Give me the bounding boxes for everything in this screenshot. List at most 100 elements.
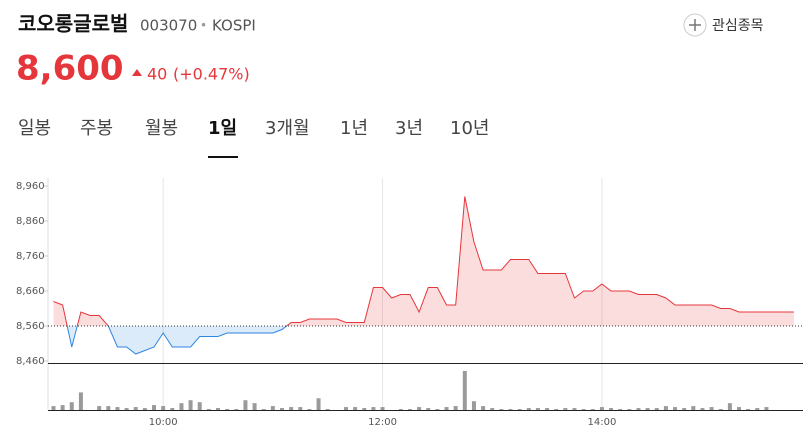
volume-bar: [398, 409, 403, 410]
volume-bar: [526, 408, 531, 410]
tab[interactable]: 10년: [450, 118, 489, 139]
volume-bar: [51, 406, 56, 410]
volume-bar: [426, 408, 431, 410]
volume-bar: [764, 407, 769, 410]
volume-bar: [78, 392, 83, 410]
volume-bar: [709, 407, 714, 410]
tab[interactable]: 3년: [395, 118, 423, 139]
volume-bar: [599, 407, 604, 410]
tab[interactable]: 일봉: [18, 118, 51, 139]
volume-bar: [508, 409, 513, 410]
volume-bar: [417, 407, 422, 410]
volume-bar: [343, 407, 348, 410]
market: KOSPI: [212, 17, 256, 35]
volume-bar: [499, 409, 504, 410]
volume-bar: [133, 407, 138, 410]
volume-bar: [590, 409, 595, 410]
x-tick-label: 12:00: [368, 417, 397, 428]
volume-bar: [206, 409, 211, 410]
volume-bar: [197, 402, 202, 410]
x-tick-label: 10:00: [149, 417, 178, 428]
volume-bar: [718, 409, 723, 410]
volume-bar: [663, 406, 668, 410]
volume-bar: [407, 409, 412, 410]
volume-bar: [261, 409, 266, 410]
volume-bar: [69, 402, 74, 410]
volume-bar: [152, 405, 157, 410]
volume-bar: [97, 406, 102, 410]
volume-bar: [252, 403, 257, 410]
volume-bar: [380, 407, 385, 410]
stock-code: 003070: [140, 17, 197, 35]
tab[interactable]: 월봉: [145, 118, 178, 139]
volume-bar: [371, 407, 376, 410]
volume-bar: [545, 408, 550, 410]
y-tick-label: 8,660: [16, 286, 45, 297]
volume-bar: [554, 409, 559, 410]
change-pct: (+0.47%): [173, 65, 250, 84]
volume-bar: [234, 409, 239, 410]
volume-bar: [746, 409, 751, 410]
volume-bar: [362, 408, 367, 410]
volume-bar: [60, 405, 65, 410]
separator: •: [200, 19, 207, 33]
volume-bar: [142, 408, 147, 410]
watch-label: 관심종목: [712, 18, 764, 34]
volume-bar: [572, 408, 577, 410]
plus-sign: [689, 19, 701, 31]
volume-bar: [444, 407, 449, 410]
volume-bar: [563, 408, 568, 410]
y-tick-label: 8,860: [16, 216, 45, 227]
price-line: [53, 196, 794, 326]
volume-bar: [654, 408, 659, 410]
volume-bar: [462, 370, 467, 410]
volume-bar: [225, 409, 230, 410]
tab[interactable]: 1년: [340, 118, 368, 139]
volume-bar: [115, 407, 120, 410]
stock-name: 코오롱글로벌: [18, 12, 128, 36]
volume-bar: [471, 401, 476, 410]
volume-bar: [325, 409, 330, 410]
y-tick-label: 8,460: [16, 356, 45, 367]
volume-bar: [216, 408, 221, 410]
volume-bar: [270, 406, 275, 410]
volume-bar: [243, 400, 248, 410]
volume-bar: [188, 400, 193, 410]
change: 40: [147, 65, 167, 84]
watch-button[interactable]: 관심종목: [683, 13, 764, 37]
volume-bar: [179, 403, 184, 410]
volume-bar: [737, 407, 742, 410]
volume-bar: [481, 406, 486, 410]
tab[interactable]: 1일: [208, 118, 237, 139]
volume-bar: [124, 408, 129, 410]
volume-bar: [170, 408, 175, 410]
y-tick-label: 8,560: [16, 321, 45, 332]
volume-bar: [279, 408, 284, 410]
volume-bar: [636, 408, 641, 410]
tab-underline: [208, 156, 238, 158]
price-area: [53, 196, 794, 326]
volume-bar: [161, 406, 166, 410]
volume-bar: [682, 408, 687, 410]
price: 8,600: [16, 49, 124, 89]
volume-bar: [645, 408, 650, 410]
price-line: [66, 326, 288, 355]
x-tick-label: 14:00: [587, 417, 616, 428]
volume-bar: [727, 403, 732, 410]
volume-bar: [435, 409, 440, 410]
volume-bar: [627, 409, 632, 410]
volume-bar: [618, 409, 623, 410]
volume-bar: [755, 408, 760, 410]
tab[interactable]: 주봉: [80, 118, 113, 139]
price-area: [53, 326, 794, 354]
volume-bar: [307, 409, 312, 410]
volume-bar: [517, 409, 522, 410]
tab[interactable]: 3개월: [265, 118, 310, 139]
volume-bar: [609, 408, 614, 410]
up-arrow: [132, 69, 142, 76]
y-tick-label: 8,960: [16, 181, 45, 192]
volume-bar: [289, 407, 294, 410]
volume-bar: [691, 406, 696, 410]
